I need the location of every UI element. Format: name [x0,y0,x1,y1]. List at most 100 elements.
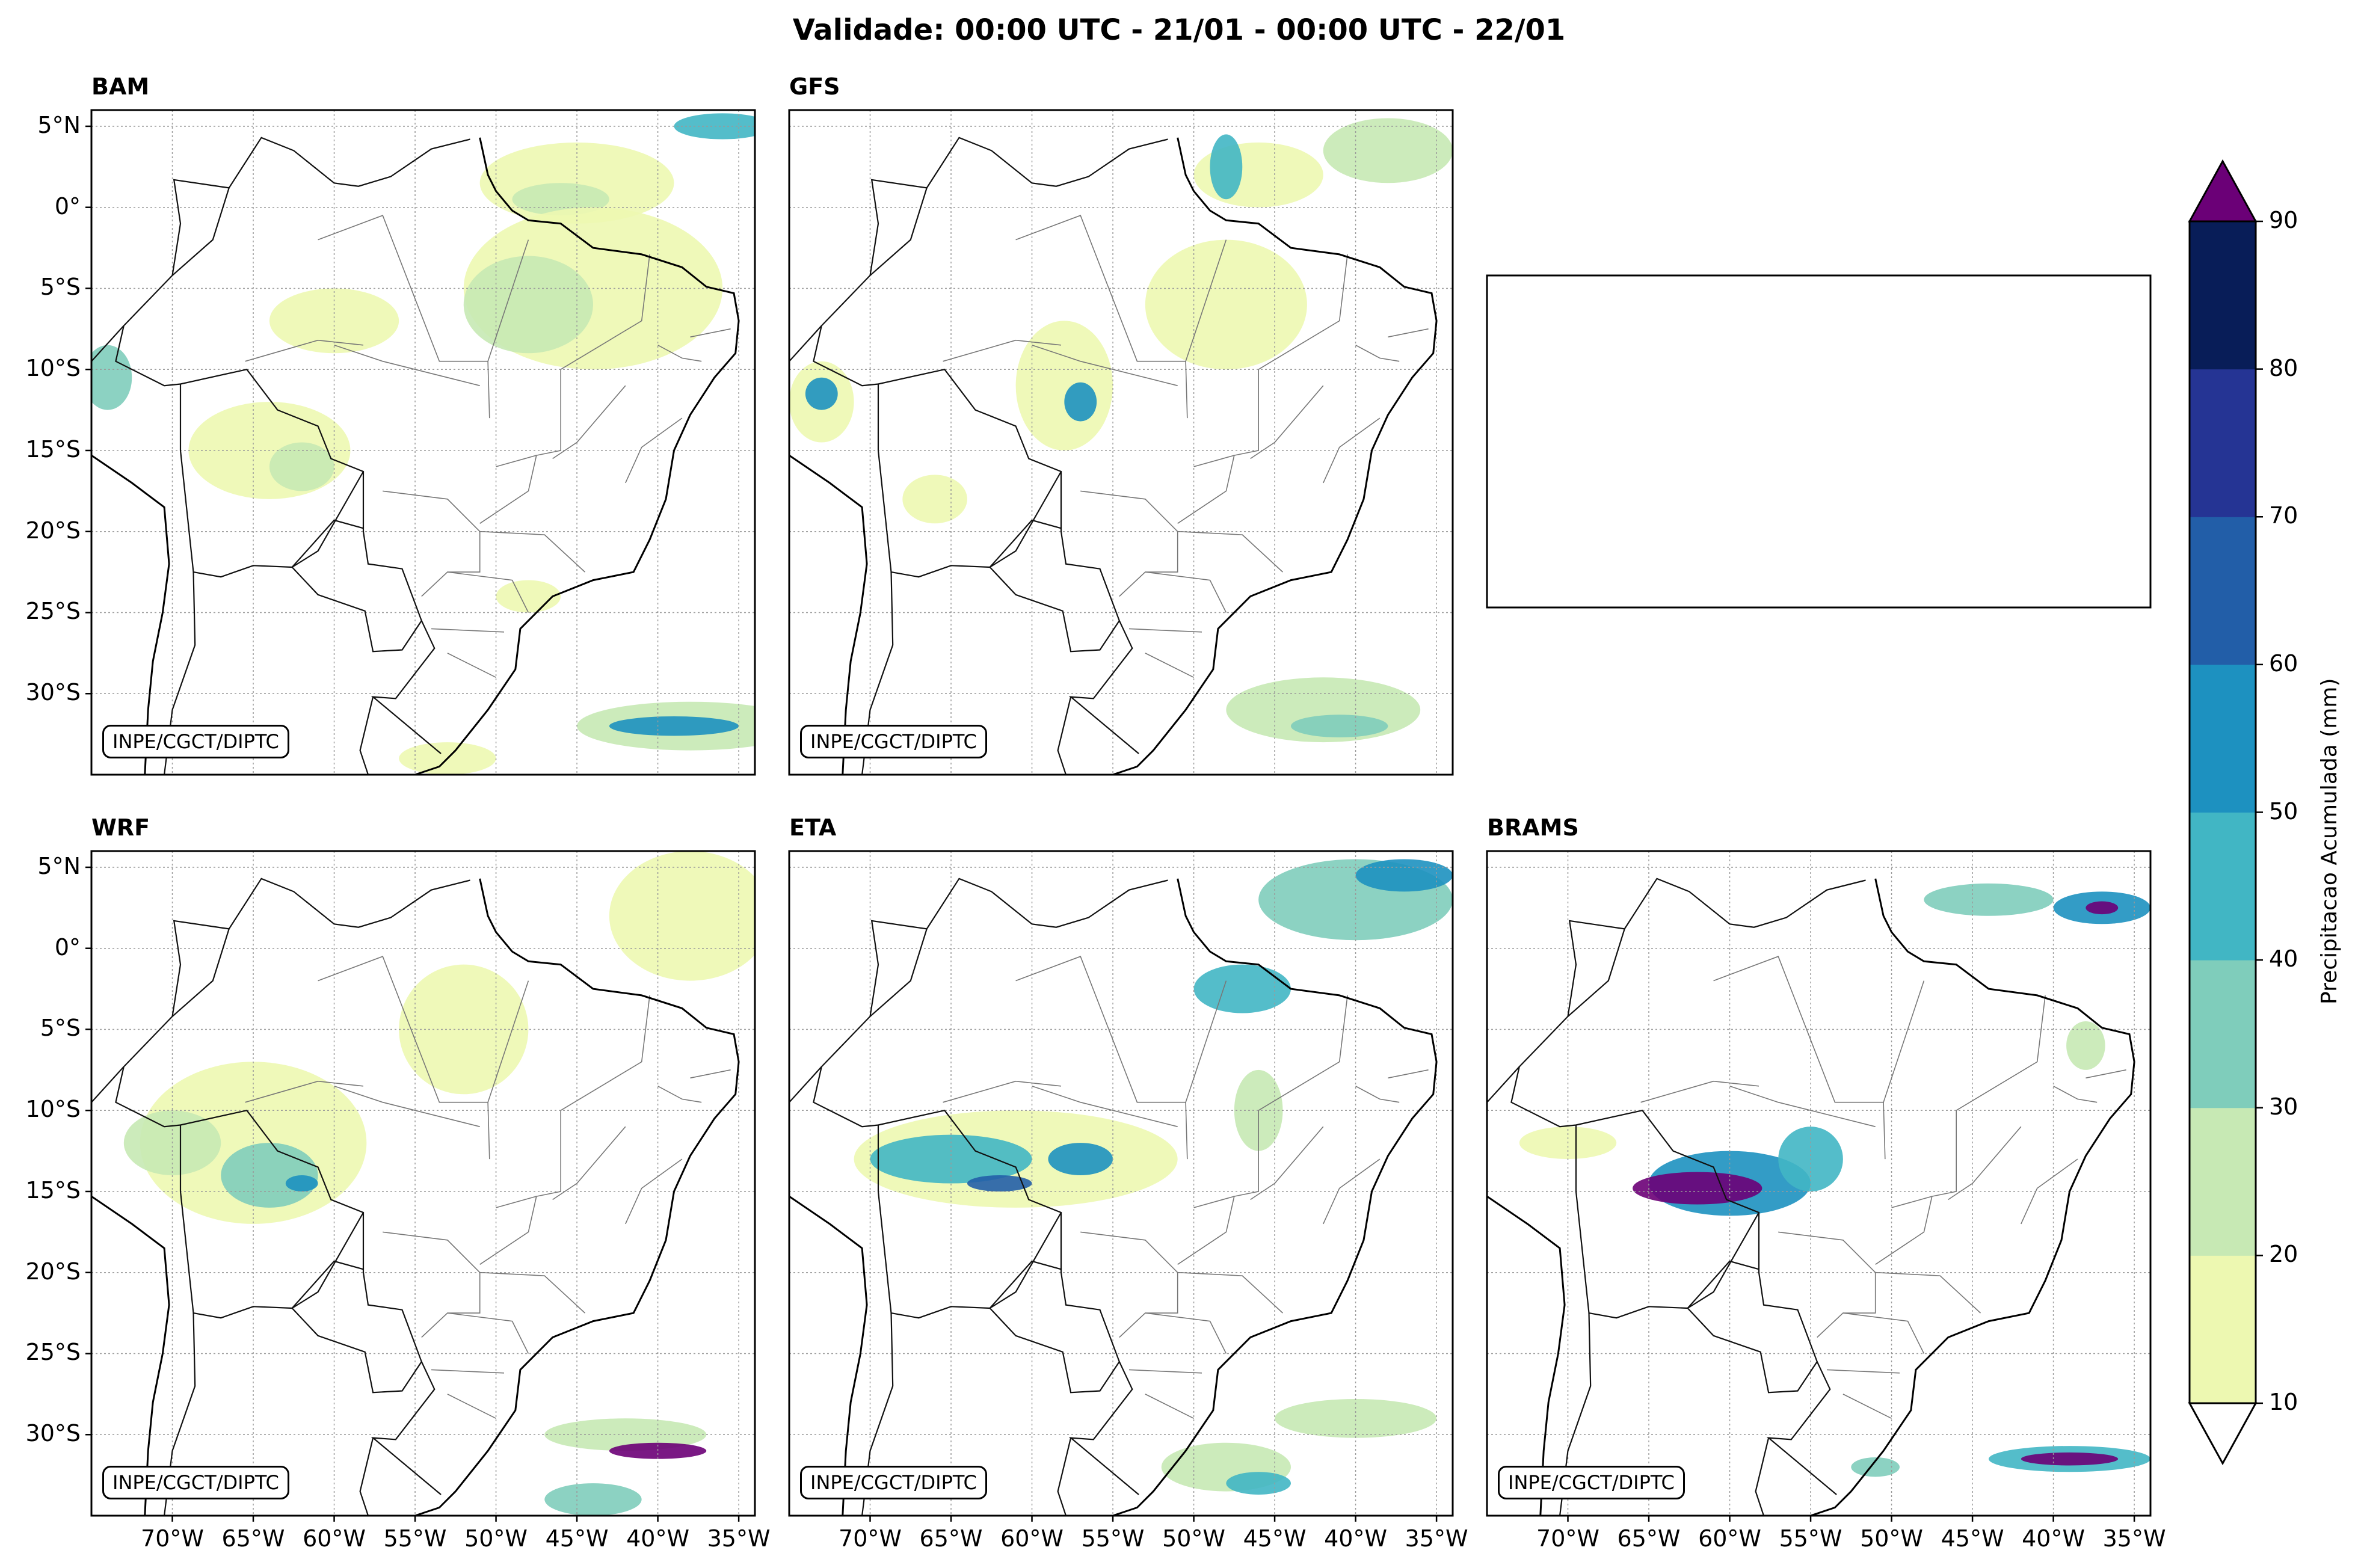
state-boundary [657,345,702,362]
lat-tick-label: 5°N [37,852,81,879]
state-boundary [1826,1369,1900,1374]
state-boundary [334,1086,480,1127]
state-boundary [479,1196,537,1265]
country-border [359,696,374,775]
map-layers [789,110,1453,775]
state-boundary [560,254,650,370]
lon-tick-label: 35°W [1405,1525,1468,1552]
colorbar-tick-label: 20 [2269,1241,2298,1268]
state-boundary [2053,1086,2098,1103]
colorbar-segment [2190,1107,2256,1256]
state-boundary [1388,328,1429,338]
state-boundary [943,339,1062,362]
map-panel-gfs [788,109,1454,776]
state-boundary [625,417,683,484]
map-frame [90,109,756,776]
state-boundary [1177,455,1235,524]
state-boundary [383,490,481,597]
state-boundary [1145,1394,1194,1419]
state-boundary [1250,1126,1324,1201]
map-frame [1486,850,2152,1517]
country-border [115,878,470,1495]
panel-title-gfs: GFS [789,73,840,100]
country-border [813,137,1168,754]
country-border [291,567,422,653]
credit-label-eta: INPE/CGCT/DIPTC [800,1466,987,1499]
state-boundary [690,1069,731,1079]
country-border [989,567,1120,653]
state-boundary [1250,385,1324,460]
lon-tick-label: 40°W [626,1525,690,1552]
precip-area [1851,1457,1900,1477]
precip-area [496,580,561,613]
precip-area [967,1175,1032,1191]
colorbar-segment [2190,812,2256,961]
state-boundary [1355,1086,1400,1103]
state-boundary [1323,417,1381,484]
state-boundary [1640,1080,1759,1103]
colorbar-tick-label: 60 [2269,650,2298,677]
coastline [1810,878,2135,1516]
state-boundary [1185,980,1227,1102]
figure-title: Validade: 00:00 UTC - 21/01 - 00:00 UTC … [792,13,1566,47]
state-boundary [383,1231,481,1338]
country-border [877,384,1062,578]
state-boundary [2021,1158,2078,1225]
lat-tick-label: 20°S [25,1258,81,1285]
state-boundary [1177,1196,1235,1265]
country-border [91,325,125,362]
state-boundary [1128,1369,1202,1374]
state-boundary [1193,1110,1259,1208]
colorbar-segment [2190,1255,2256,1404]
colorbar-tick-label: 30 [2269,1093,2298,1120]
lon-tick-label: 65°W [1617,1525,1681,1552]
lon-tick-label: 65°W [221,1525,285,1552]
state-boundary [2086,1069,2126,1079]
state-boundary [334,345,480,386]
lon-tick-label: 45°W [545,1525,609,1552]
colorbar-tick-label: 80 [2269,354,2298,381]
lon-tick-label: 60°W [1698,1525,1761,1552]
colorbar-segment [2190,517,2256,665]
coastline-pacific [91,1195,170,1516]
lat-tick-label: 10°S [25,355,81,382]
country-border [1755,1437,1770,1516]
coastline-pacific [91,454,170,775]
panel-title-wrf: WRF [91,814,150,841]
lon-tick-label: 55°W [383,1525,447,1552]
state-boundary [496,369,561,467]
country-border [990,1212,1062,1309]
state-boundary [447,653,496,678]
country-border [1567,929,1625,1017]
precip-area [269,442,334,491]
colorbar-tick-label: 40 [2269,945,2298,973]
credit-label-bam: INPE/CGCT/DIPTC [102,725,289,758]
state-boundary [1355,345,1400,362]
map-layers [91,110,755,775]
state-boundary [552,1126,626,1201]
precip-area [1924,883,2054,916]
state-boundary [1185,239,1227,361]
country-border [115,137,470,754]
country-border [1687,1308,1818,1394]
lon-tick-label: 60°W [1000,1525,1064,1552]
state-boundary [447,571,529,613]
colorbar-under-triangle [2188,1402,2258,1466]
lat-tick-label: 20°S [25,517,81,544]
lon-tick-label: 70°W [1536,1525,1599,1552]
state-boundary [479,1271,586,1314]
state-boundary [1258,995,1348,1111]
lon-tick-label: 50°W [464,1525,528,1552]
coastline [1112,137,1438,775]
lat-tick-label: 5°S [40,274,81,301]
coastline-pacific [789,454,868,775]
state-boundary [1032,1086,1178,1127]
lat-tick-label: 5°N [37,111,81,138]
panel-title-bam: BAM [91,73,150,100]
precip-area [285,1175,318,1191]
state-boundary [1875,1196,1933,1265]
lat-tick-label: 30°S [25,679,81,706]
precip-area [609,716,739,736]
map-layers [91,851,755,1516]
precip-area [1275,1398,1437,1438]
